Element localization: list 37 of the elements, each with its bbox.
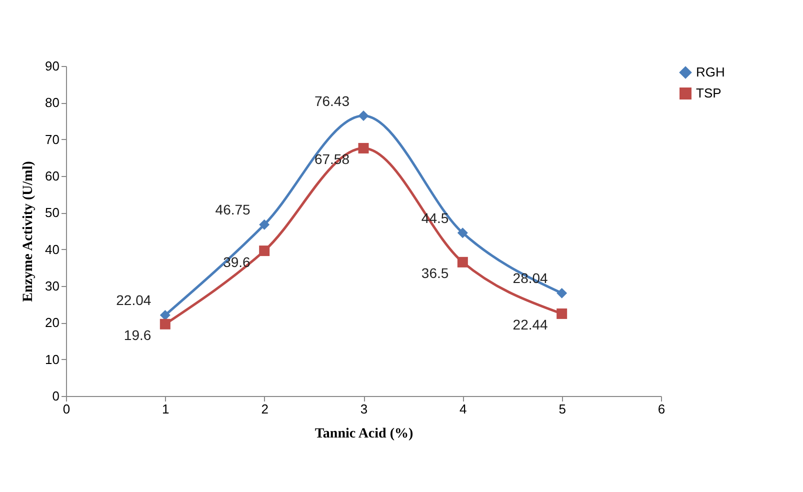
y-tick-label: 0 bbox=[52, 388, 60, 404]
point bbox=[160, 318, 170, 330]
data-label: 36.5 bbox=[421, 265, 449, 282]
x-tick-label: 6 bbox=[658, 402, 666, 416]
point bbox=[457, 228, 468, 238]
data-label: 22.04 bbox=[116, 292, 152, 308]
point bbox=[160, 310, 170, 320]
y-tick-label: 50 bbox=[45, 205, 60, 220]
x-axis-title: Tannic Acid (%) bbox=[314, 426, 414, 442]
x-tick-label: 3 bbox=[360, 402, 368, 416]
y-axis-title: Enzyme Activity (U/ml) bbox=[21, 160, 36, 302]
y-tick-label: 30 bbox=[45, 278, 60, 294]
point bbox=[259, 246, 270, 256]
y-tick-label: 80 bbox=[45, 95, 60, 110]
x-tick-label: 2 bbox=[261, 402, 268, 416]
point bbox=[556, 288, 568, 298]
point bbox=[259, 219, 270, 230]
x-tick-label: 0 bbox=[62, 402, 70, 416]
point bbox=[556, 308, 568, 319]
y-tick-label: 90 bbox=[45, 58, 60, 74]
point bbox=[457, 256, 468, 268]
point bbox=[358, 110, 369, 121]
data-label: 22.44 bbox=[512, 316, 548, 333]
legend-label: TSP bbox=[696, 86, 722, 100]
y-tick-label: 10 bbox=[45, 352, 60, 367]
x-tick-label: 5 bbox=[558, 402, 566, 416]
data-label: 46.75 bbox=[215, 202, 251, 218]
x-tick-label: 1 bbox=[162, 402, 170, 416]
legend-label: RGH bbox=[696, 64, 725, 80]
y-tick-label: 40 bbox=[45, 242, 60, 257]
data-label: 76.43 bbox=[314, 92, 350, 109]
y-tick-label: 60 bbox=[45, 168, 60, 184]
x-tick-label: 4 bbox=[460, 402, 467, 416]
data-label: 19.6 bbox=[124, 327, 152, 344]
y-tick-label: 20 bbox=[45, 315, 60, 330]
y-tick-label: 70 bbox=[45, 132, 60, 147]
point bbox=[358, 142, 369, 154]
